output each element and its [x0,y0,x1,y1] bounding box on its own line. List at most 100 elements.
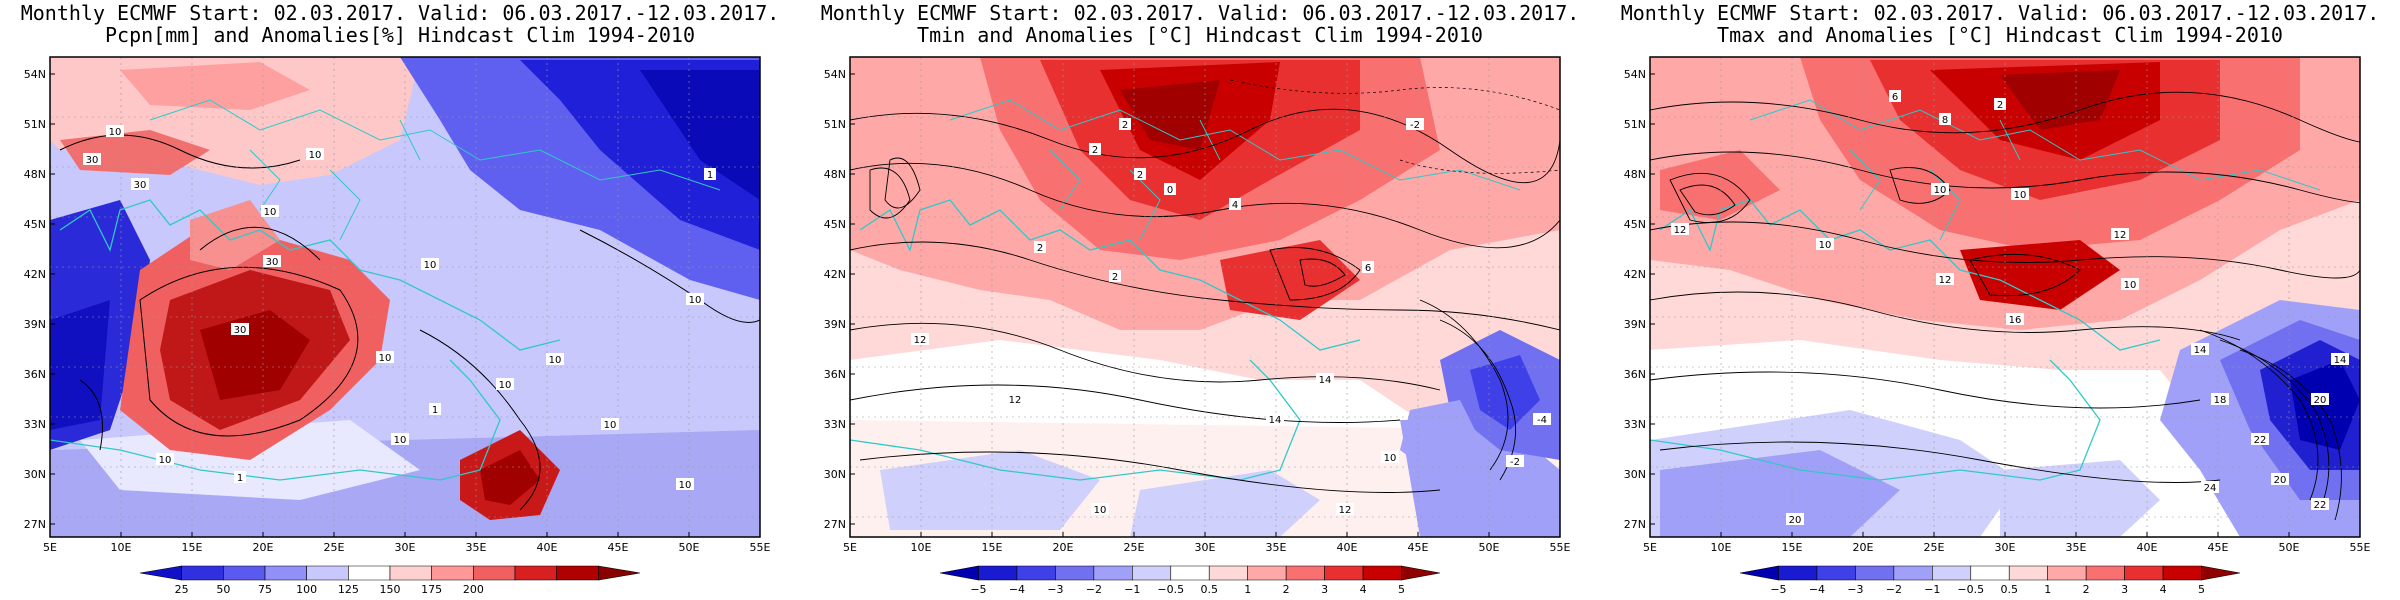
contour-label-text: 14 [2194,345,2207,356]
tmax-field [1650,57,2360,537]
lat-label: 54N [24,68,46,81]
contour-label-text: 10 [159,455,172,466]
contour-label-text: 12 [1939,275,1952,286]
contour-label-text: 14 [1269,415,1282,426]
lon-label: 30E [1995,541,2016,554]
colorbar-swatch [1739,565,1779,581]
contour-label: 10 [1091,503,1109,516]
colorbar-label: −3 [1847,583,1863,596]
lon-label: 50E [679,541,700,554]
contour-label: 10 [1816,238,1834,251]
colorbar-label: −1 [1924,583,1940,596]
lon-label: 10E [911,541,932,554]
colorbar-swatch [1324,565,1364,581]
lat-label: 30N [824,468,846,481]
contour-label: 1 [704,168,716,181]
contour-label: 10 [261,205,279,218]
lon-label: 5E [843,541,857,554]
contour-label-text: 10 [264,207,277,218]
colorbar-label: 5 [2198,583,2205,596]
contour-label: 10 [2011,188,2029,201]
contour-label: 10 [156,453,174,466]
lon-label: 40E [2137,541,2158,554]
colorbar-label: 100 [296,583,317,596]
lat-label: 30N [1624,468,1646,481]
contour-label: 12 [911,333,929,346]
colorbar-swatch [978,565,1018,581]
contour-label: 6 [1889,90,1901,103]
colorbar-label: −2 [1086,583,1102,596]
contour-label-text: 10 [689,295,702,306]
lon-label: 5E [43,541,57,554]
panel-title-line1: Monthly ECMWF Start: 02.03.2017. Valid: … [20,1,780,25]
contour-label: 10 [2121,278,2139,291]
lon-label: 10E [111,541,132,554]
contour-label-text: 20 [1789,515,1802,526]
colorbar-label: 2 [1283,583,1290,596]
contour-label: 10 [306,148,324,161]
contour-label-text: 12 [2114,230,2127,241]
contour-label: 10 [1381,451,1399,464]
lat-label: 54N [1624,68,1646,81]
colorbar-label: −2 [1886,583,1902,596]
colorbar-swatch [348,565,391,581]
lat-label: 54N [824,68,846,81]
colorbar-swatch [1893,565,1933,581]
contour-label-text: 2 [1137,170,1143,181]
contour-label: 1 [234,471,246,484]
contour-label-text: 10 [1094,505,1107,516]
panel-title-line2: Tmin and Anomalies [°C] Hindcast Clim 19… [917,23,1483,47]
contour-label-text: 2 [1997,100,2003,111]
contour-label-text: 30 [266,257,279,268]
colorbar-swatch [939,565,979,581]
colorbar-swatch [2085,565,2125,581]
lon-label: 10E [1711,541,1732,554]
lat-label: 48N [824,168,846,181]
contour-label-text: 10 [499,380,512,391]
colorbar-label: 1 [2044,583,2051,596]
contour-label: 10 [391,433,409,446]
contour-label: 2 [1134,168,1146,181]
contour-label: 12 [1336,503,1354,516]
contour-label: 14 [1266,413,1284,426]
contour-label-text: 1 [707,170,713,181]
tmin-colorbar: −5 −4 −3 −2 −1 −0.5 0.5 1 2 3 4 5 [939,565,1441,596]
colorbar-swatch [264,565,307,581]
colorbar-swatch [1855,565,1895,581]
colorbar-swatch [514,565,557,581]
tmin-field [850,57,1560,537]
colorbar-label: −1 [1124,583,1140,596]
contour-label-text: 20 [2274,475,2287,486]
contour-label: 20 [1786,513,1804,526]
lat-label: 42N [1624,268,1646,281]
colorbar-label: 175 [421,583,442,596]
lon-label: 55E [750,541,771,554]
lat-label: 33N [824,418,846,431]
lat-label: 36N [1624,368,1646,381]
lon-label: 50E [2279,541,2300,554]
colorbar-label: 4 [1360,583,1367,596]
contour-label-text: 10 [1384,453,1397,464]
lat-label: 39N [24,318,46,331]
contour-label-text: 10 [2014,190,2027,201]
colorbar-label: 4 [2160,583,2167,596]
lat-label: 33N [24,418,46,431]
contour-label: 30 [83,153,101,166]
lon-label: 55E [1550,541,1571,554]
lon-label: 20E [1053,541,1074,554]
lat-label: 36N [824,368,846,381]
contour-label-text: 2 [1037,243,1043,254]
contour-label: 12 [1006,393,1024,406]
colorbar-swatch [2124,565,2164,581]
colorbar-swatch [2047,565,2087,581]
contour-label: 10 [1931,183,1949,196]
precipitation-field [50,57,760,537]
lon-label: 40E [537,541,558,554]
lat-label: 36N [24,368,46,381]
lat-label: 48N [1624,168,1646,181]
colorbar-label: 3 [2121,583,2128,596]
lon-label: 15E [182,541,203,554]
contour-label: 10 [546,353,564,366]
